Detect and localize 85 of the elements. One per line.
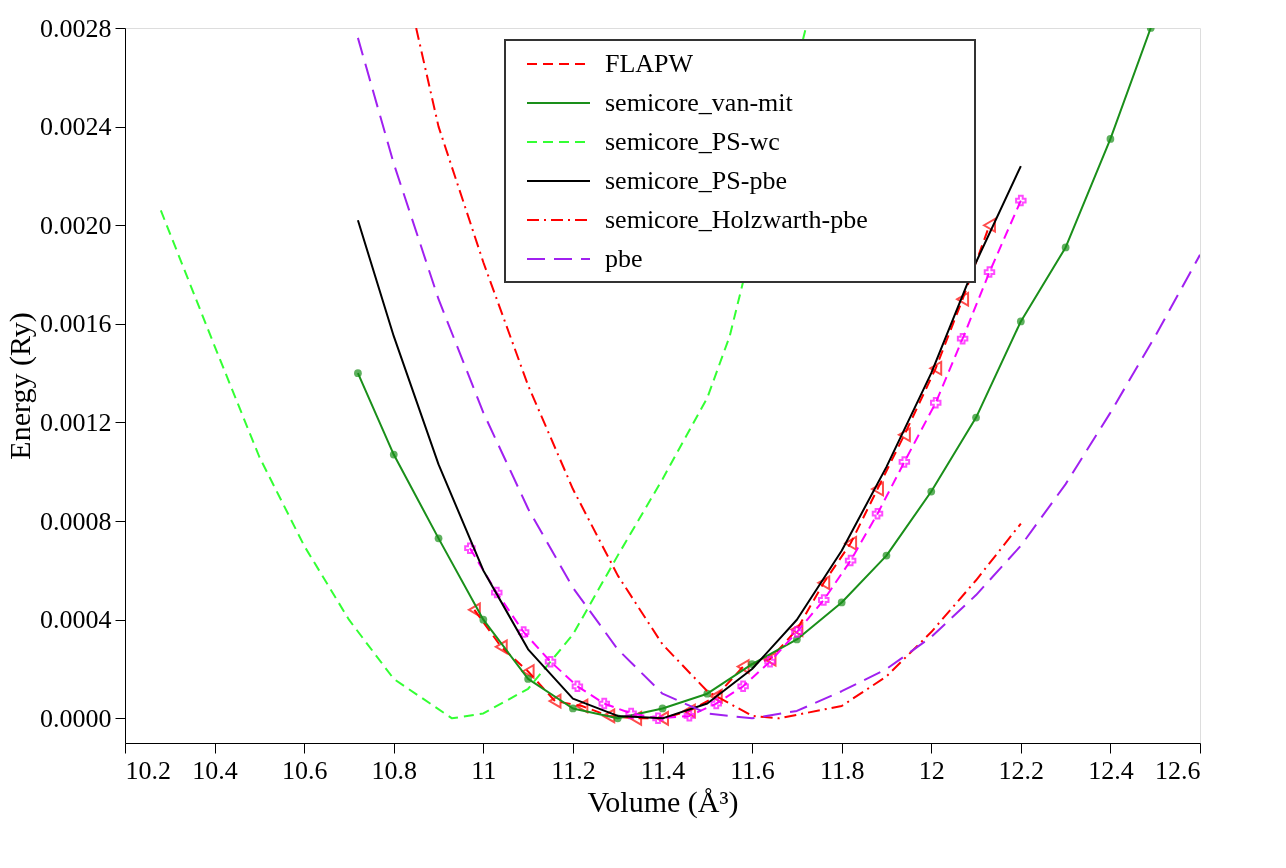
point (491, 586, 503, 599)
point (656, 711, 669, 726)
point (682, 703, 696, 719)
x-tick-label: 11.4 (640, 755, 686, 785)
point (837, 598, 846, 607)
legend-label: semicore_PS-pbe (605, 166, 787, 195)
x-tick-label: 12.2 (998, 755, 1045, 785)
point (467, 602, 481, 618)
point (737, 680, 749, 693)
y-tick-label: 0.0024 (40, 112, 112, 142)
x-tick-label: 10.4 (192, 755, 238, 785)
point (524, 675, 532, 683)
point (709, 688, 723, 704)
point (929, 397, 942, 409)
point (629, 711, 643, 726)
x-tick-label: 10.6 (281, 755, 328, 785)
legend-label: pbe (605, 244, 643, 273)
point (817, 575, 831, 591)
point (956, 332, 969, 345)
legend-label: FLAPW (605, 49, 694, 78)
point (598, 697, 611, 710)
point (927, 487, 936, 496)
y-tick-label: 0.0008 (40, 506, 112, 536)
point (625, 707, 637, 720)
point (790, 622, 804, 637)
point (763, 651, 777, 667)
legend-label: semicore_van-mit (605, 88, 794, 117)
point (479, 615, 488, 624)
point (1015, 194, 1027, 207)
point (548, 693, 562, 709)
y-tick-label: 0.0020 (40, 210, 112, 240)
point (710, 697, 722, 710)
point (882, 551, 891, 560)
point (464, 542, 476, 554)
point (871, 481, 884, 497)
y-tick-label: 0.0028 (40, 13, 112, 43)
legend-label: semicore_Holzwarth-pbe (605, 205, 868, 234)
point (844, 535, 858, 551)
point (983, 266, 996, 278)
point (683, 710, 696, 722)
y-tick-label: 0.0004 (40, 605, 112, 635)
y-tick-label: 0.0012 (40, 407, 112, 437)
point (929, 360, 943, 376)
y-tick-label: 0.0016 (40, 309, 112, 339)
point (1061, 243, 1070, 252)
x-tick-label: 10.8 (371, 755, 417, 785)
point (602, 708, 616, 724)
legend-label: semicore_PS-wc (605, 127, 780, 156)
point (1016, 317, 1025, 326)
x-tick-label: 11.2 (551, 755, 596, 785)
point (983, 217, 996, 233)
point (972, 413, 980, 422)
point (898, 456, 911, 468)
point (354, 369, 362, 378)
y-axis-title: Energy (Ry) (3, 312, 37, 460)
x-tick-label: 12 (918, 755, 945, 785)
point (703, 689, 712, 698)
point (736, 659, 750, 674)
point (658, 704, 667, 713)
line-series (415, 28, 1022, 720)
x-axis-title: Volume (Å³) (587, 784, 739, 819)
x-tick-label: 11 (471, 755, 497, 785)
point (1106, 135, 1115, 143)
point (956, 291, 970, 307)
point (897, 427, 911, 443)
point (575, 698, 589, 714)
point (494, 639, 508, 655)
point (544, 655, 557, 668)
y-tick-label: 0.0000 (40, 703, 112, 733)
x-tick-label: 12.4 (1088, 755, 1134, 785)
point (434, 534, 443, 543)
point (871, 507, 884, 520)
point (844, 554, 857, 567)
point (571, 680, 584, 693)
point (652, 712, 664, 725)
point (764, 655, 776, 668)
point (818, 594, 830, 606)
x-tick-label: 12.6 (1155, 755, 1201, 785)
point (517, 626, 530, 638)
x-tick-label: 10.2 (125, 755, 171, 785)
point (569, 704, 577, 713)
x-tick-label: 11.6 (730, 755, 775, 785)
point (521, 664, 535, 679)
point (389, 450, 398, 459)
x-tick-label: 11.8 (819, 755, 865, 785)
